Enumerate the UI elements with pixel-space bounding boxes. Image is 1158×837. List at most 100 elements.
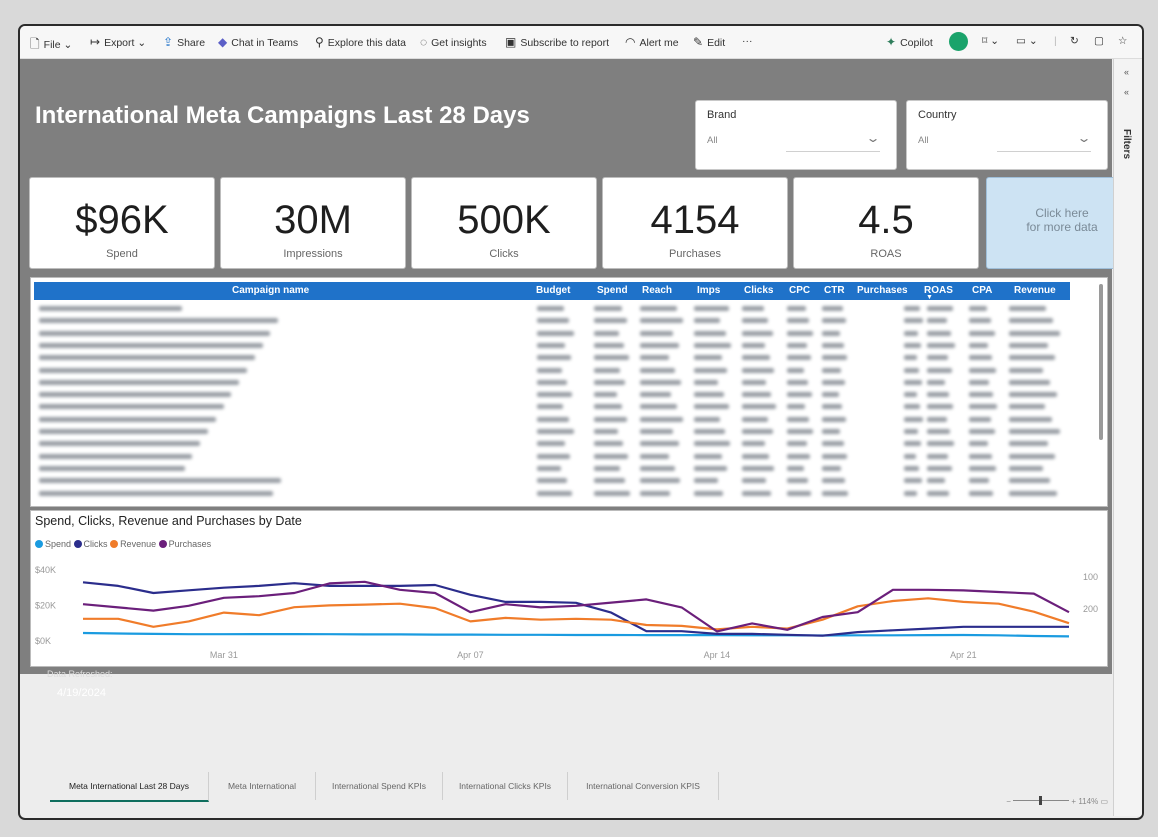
series-line-purchases[interactable] xyxy=(82,580,1070,633)
collapse-chevron-icon[interactable]: « xyxy=(1124,67,1130,77)
table-cell-blurred xyxy=(594,404,622,410)
zoom-in-icon[interactable]: + xyxy=(1071,797,1077,806)
table-scrollbar[interactable] xyxy=(1099,284,1103,440)
col-ctr[interactable]: CTR xyxy=(824,285,845,296)
table-row[interactable] xyxy=(34,366,1070,375)
legend-item-purchases[interactable]: Purchases xyxy=(158,539,211,549)
explore-data-button[interactable]: ⚲ Explore this data xyxy=(315,35,407,49)
col-campaign-name[interactable]: Campaign name xyxy=(232,285,310,296)
col-reach[interactable]: Reach xyxy=(642,285,673,296)
table-cell-blurred xyxy=(927,404,953,410)
col-budget[interactable]: Budget xyxy=(536,285,571,296)
export-menu[interactable]: ↦ Export ⌄ xyxy=(90,35,147,49)
slicer-underline xyxy=(786,151,880,152)
table-row[interactable] xyxy=(34,415,1070,424)
legend-item-clicks[interactable]: Clicks xyxy=(73,539,108,549)
table-row[interactable] xyxy=(34,378,1070,387)
table-cell-blurred xyxy=(537,330,574,336)
y-axis-left-tick-label: $20K xyxy=(35,600,56,610)
chevron-down-icon[interactable]: ⌄ xyxy=(865,131,881,145)
table-cell-blurred xyxy=(537,453,570,459)
zoom-level: 114% xyxy=(1078,797,1099,806)
table-cell-blurred xyxy=(904,318,923,324)
tab-international-conversion-kpis[interactable]: International Conversion KPIS xyxy=(568,772,719,800)
table-cell-blurred xyxy=(904,478,922,484)
table-cell-blurred xyxy=(822,318,846,324)
table-row[interactable] xyxy=(34,329,1070,338)
table-cell-blurred xyxy=(640,330,673,336)
kpi-value: 4154 xyxy=(650,198,740,242)
tab-international-clicks-kpis[interactable]: International Clicks KPIs xyxy=(443,772,568,800)
tab-meta-international-last-28-days[interactable]: Meta International Last 28 Days xyxy=(50,772,209,802)
tab-meta-international[interactable]: Meta International xyxy=(209,772,316,800)
table-row[interactable] xyxy=(34,402,1070,411)
more-data-button[interactable]: Click here for more data ⇱ xyxy=(986,176,1138,269)
edit-button[interactable]: ✎ Edit xyxy=(693,35,726,49)
table-row[interactable] xyxy=(34,452,1070,461)
table-row[interactable] xyxy=(34,390,1070,399)
page-tabs: Meta International Last 28 Days Meta Int… xyxy=(20,772,1112,802)
filters-pane[interactable]: « « Filters xyxy=(1113,59,1142,816)
legend-item-spend[interactable]: Spend xyxy=(35,539,71,549)
user-avatar[interactable] xyxy=(949,32,968,51)
country-slicer[interactable]: Country All ⌄ xyxy=(906,100,1108,170)
col-imps[interactable]: Imps xyxy=(697,285,721,296)
table-cell-blurred xyxy=(822,379,845,385)
kpi-label: ROAS xyxy=(870,248,902,260)
col-purchases[interactable]: Purchases xyxy=(857,285,908,296)
favorite-star-icon[interactable]: ☆ xyxy=(1118,35,1128,47)
refresh-icon[interactable]: ↻ xyxy=(1070,35,1079,47)
table-row[interactable] xyxy=(34,316,1070,325)
table-cell-blurred xyxy=(39,306,182,311)
tab-international-spend-kpis[interactable]: International Spend KPIs xyxy=(316,772,443,800)
report-toolbar: 🗋 File ⌄ ↦ Export ⌄ ⇪ Share ◆ Chat in Teams … xyxy=(20,26,1142,59)
get-insights-button[interactable]: ◌ Get insights xyxy=(420,35,487,49)
fit-page-icon[interactable]: ▭ xyxy=(1100,797,1108,806)
series-line-revenue[interactable] xyxy=(83,597,1070,631)
subscribe-button[interactable]: ▣ Subscribe to report xyxy=(505,35,610,49)
more-options-button[interactable]: ··· xyxy=(742,35,753,47)
table-cell-blurred xyxy=(537,367,562,373)
table-cell-blurred xyxy=(594,306,622,311)
zoom-slider[interactable] xyxy=(1013,796,1070,805)
table-row[interactable] xyxy=(34,464,1070,473)
table-cell-blurred xyxy=(787,478,808,484)
table-row[interactable] xyxy=(34,353,1070,362)
table-row[interactable] xyxy=(34,476,1070,485)
table-cell-blurred xyxy=(822,478,845,484)
bookmark-icon[interactable]: ⌑ ⌄ xyxy=(982,35,1000,47)
chevron-down-icon[interactable]: ⌄ xyxy=(1076,131,1092,145)
col-revenue[interactable]: Revenue xyxy=(1014,285,1056,296)
comment-icon[interactable]: ▢ xyxy=(1094,35,1104,47)
copilot-button[interactable]: ✦ Copilot xyxy=(886,35,933,49)
share-button[interactable]: ⇪ Share xyxy=(163,35,206,49)
table-cell-blurred xyxy=(822,416,846,422)
file-menu[interactable]: 🗋 File ⌄ xyxy=(30,37,73,51)
expand-chevron-icon[interactable]: « xyxy=(1124,87,1130,97)
col-cpa[interactable]: CPA xyxy=(972,285,993,296)
explore-icon: ⚲ xyxy=(315,35,324,49)
table-row[interactable] xyxy=(34,341,1070,350)
col-cpc[interactable]: CPC xyxy=(789,285,811,296)
table-cell-blurred xyxy=(594,367,620,373)
series-line-spend[interactable] xyxy=(82,631,1070,638)
table-cell-blurred xyxy=(1009,367,1043,373)
table-row[interactable] xyxy=(34,304,1070,313)
col-roas[interactable]: ROAS xyxy=(924,285,953,296)
alert-me-button[interactable]: ◠ Alert me xyxy=(625,35,679,49)
zoom-control[interactable]: − + 114% ▭ xyxy=(1006,796,1108,806)
series-line-clicks[interactable] xyxy=(82,581,1069,637)
chat-in-teams-button[interactable]: ◆ Chat in Teams xyxy=(218,35,299,49)
zoom-out-icon[interactable]: − xyxy=(1006,797,1011,806)
legend-item-revenue[interactable]: Revenue xyxy=(110,539,156,549)
table-row[interactable] xyxy=(34,489,1070,498)
table-row[interactable] xyxy=(34,427,1070,436)
zoom-slider-thumb[interactable] xyxy=(1039,796,1043,805)
col-spend[interactable]: Spend xyxy=(597,285,628,296)
table-cell-blurred xyxy=(39,441,200,447)
table-cell-blurred xyxy=(822,490,848,496)
brand-slicer[interactable]: Brand All ⌄ xyxy=(695,100,897,170)
view-icon[interactable]: ▭ ⌄ xyxy=(1016,35,1038,47)
table-row[interactable] xyxy=(34,439,1070,448)
col-clicks[interactable]: Clicks xyxy=(744,285,774,296)
